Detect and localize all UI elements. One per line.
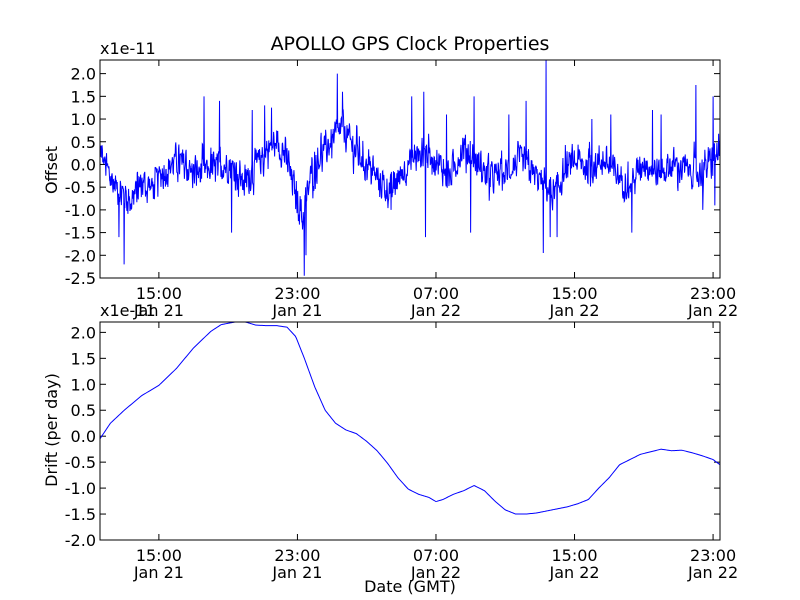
y-tick-label: 1.5 (71, 87, 96, 106)
y-tick-label: 1.5 (71, 349, 96, 368)
x-tick-label-time: 07:00 (413, 284, 459, 303)
y-tick-label: -1.0 (65, 479, 96, 498)
y-tick-label: 0.0 (71, 155, 96, 174)
y-tick-label: -2.0 (65, 246, 96, 265)
offset-ticks: -2.5 -2.0 -1.5 -1.0 -0.5 0.0 0.5 1.0 1.5 2.0 15:00… (65, 60, 738, 320)
y-tick-label: 0.5 (71, 133, 96, 152)
y-tick-label: -1.5 (65, 505, 96, 524)
x-tick-label-time: 15:00 (551, 546, 597, 565)
x-tick-label-date: Jan 21 (133, 301, 184, 320)
offset-multiplier-label: x1e-11 (100, 39, 156, 58)
y-tick-label: -1.5 (65, 224, 96, 243)
y-tick-label: 2.0 (71, 323, 96, 342)
x-tick-label-time: 23:00 (690, 546, 736, 565)
x-tick-label-time: 15:00 (551, 284, 597, 303)
x-tick-label-time: 23:00 (274, 284, 320, 303)
x-tick-label-date: Jan 22 (410, 301, 461, 320)
y-tick-label: 2.0 (71, 65, 96, 84)
x-tick-label-time: 07:00 (413, 546, 459, 565)
x-tick-label-date: Jan 21 (271, 301, 322, 320)
x-tick-label-date: Jan 22 (548, 301, 599, 320)
drift-ticks: -2.0-1.5-1.0-0.50.00.51.01.52.015:00Jan … (65, 322, 738, 582)
offset-series-line (99, 59, 721, 276)
chart-title: APOLLO GPS Clock Properties (271, 33, 550, 55)
x-tick-label-date: Jan 22 (548, 563, 599, 582)
y-tick-label: 0.0 (71, 427, 96, 446)
offset-y-axis-label: Offset (42, 146, 61, 194)
offset-panel: x1e-11 Offset -2.5 -2.0 -1.5 -1.0 -0.5 0.0 0.5… (42, 39, 738, 320)
x-tick-label-time: 15:00 (136, 546, 182, 565)
drift-y-axis-label: Drift (per day) (42, 373, 61, 487)
x-tick-label-date: Jan 22 (410, 563, 461, 582)
drift-axes-frame (99, 321, 721, 541)
drift-panel: x1e-11 Drift (per day) Date (GMT) -2.0 -1… (42, 301, 738, 596)
offset-axes-frame (99, 59, 721, 279)
y-tick-label: 1.0 (71, 110, 96, 129)
x-tick-label-time: 23:00 (274, 546, 320, 565)
y-tick-label: -2.5 (65, 269, 96, 288)
x-tick-label-date: Jan 21 (133, 563, 184, 582)
x-tick-label-date: Jan 22 (687, 301, 738, 320)
x-tick-label-time: 15:00 (136, 284, 182, 303)
y-tick-label: -0.5 (65, 453, 96, 472)
drift-series-line (99, 321, 721, 515)
x-tick-label-time: 23:00 (690, 284, 736, 303)
y-tick-label: -0.5 (65, 178, 96, 197)
drift-x-axis-label: Date (GMT) (364, 577, 456, 596)
y-tick-label: 0.5 (71, 401, 96, 420)
y-tick-label: 1.0 (71, 375, 96, 394)
y-tick-label: -2.0 (65, 531, 96, 550)
x-tick-label-date: Jan 22 (687, 563, 738, 582)
drift-multiplier-label: x1e-11 (100, 301, 156, 320)
y-tick-label: -1.0 (65, 201, 96, 220)
x-tick-label-date: Jan 21 (271, 563, 322, 582)
